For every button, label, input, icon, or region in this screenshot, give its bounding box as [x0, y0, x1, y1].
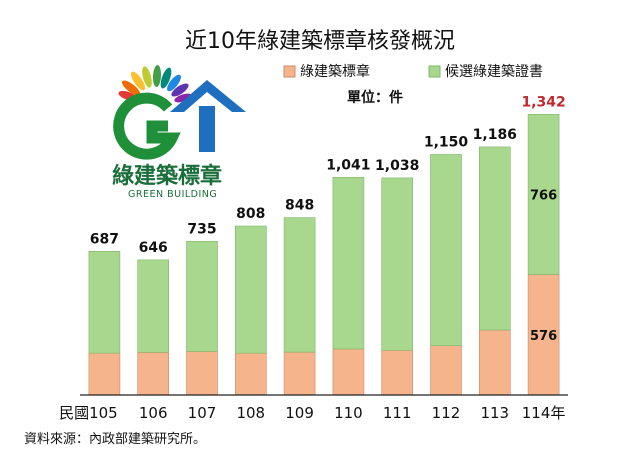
legend-label-candidate: 候選綠建築證書: [445, 63, 543, 80]
logo-name-zh: 綠建築標章: [112, 163, 222, 189]
bar-label-107: [186, 351, 218, 396]
total-label-111: 1,038: [375, 158, 419, 174]
bar-label-105: [88, 352, 121, 396]
legend-swatch-label: [283, 65, 296, 78]
x-axis-ticks: 民國105 106 107 108 109 110 111 112 113 114年: [59, 404, 565, 422]
plot-area: 687 646 735 808 848 1,041 1,038 1,150 1,186 1,342…: [88, 94, 566, 396]
chart-title: 近10年綠建築標章核發概況: [185, 29, 455, 54]
inner-label-candidate-114: 766: [530, 188, 557, 203]
green-building-logo: 綠建築標章 GREEN BUILDING: [112, 65, 246, 200]
total-label-105: 687: [90, 231, 119, 247]
bar-label-112: [430, 345, 462, 396]
total-label-113: 1,186: [473, 127, 517, 143]
legend-label-label: 綠建築標章: [300, 63, 370, 80]
bar-candidate-108: [235, 225, 267, 354]
bar-label-108: [235, 352, 267, 396]
bar-label-110: [332, 348, 365, 396]
x-tick-105: 民國105: [59, 404, 118, 422]
x-tick-112: 112: [432, 404, 461, 422]
x-tick-111: 111: [383, 404, 412, 422]
total-label-112: 1,150: [424, 134, 469, 150]
bar-label-111: [381, 349, 414, 396]
bar-label-109: [283, 351, 316, 396]
total-label-106: 646: [139, 240, 168, 256]
bar-candidate-111: [381, 177, 414, 351]
logo-g-letter-icon: [113, 92, 181, 160]
legend: 綠建築標章 候選綠建築證書: [283, 63, 543, 80]
inner-label-label-114: 576: [530, 329, 557, 344]
total-label-109: 848: [285, 198, 314, 214]
x-tick-113: 113: [480, 404, 509, 422]
logo-roof-icon: [170, 80, 246, 112]
bar-label-106: [137, 352, 169, 396]
x-tick-114: 114年: [522, 404, 566, 422]
x-tick-106: 106: [139, 404, 168, 422]
bar-candidate-107: [186, 240, 218, 352]
legend-swatch-candidate: [428, 65, 441, 78]
source-note: 資料來源：內政部建築研究所。: [24, 432, 206, 447]
bar-label-114: [527, 274, 560, 396]
bar-candidate-105: [88, 251, 121, 354]
total-label-114: 1,342: [521, 94, 565, 110]
bar-label-113: [478, 329, 511, 396]
bar-candidate-110: [332, 176, 365, 350]
x-tick-108: 108: [236, 404, 265, 422]
bar-candidate-112: [430, 154, 462, 346]
x-tick-110: 110: [334, 404, 363, 422]
total-label-110: 1,041: [326, 157, 370, 173]
bar-candidate-106: [137, 259, 169, 353]
x-tick-109: 109: [285, 404, 314, 422]
total-label-108: 808: [236, 206, 265, 222]
bar-candidate-109: [283, 217, 316, 353]
unit-label: 單位：件: [347, 89, 403, 106]
x-tick-107: 107: [188, 404, 217, 422]
logo-t-stem-icon: [199, 106, 215, 152]
bar-candidate-114: [527, 114, 560, 275]
bar-candidate-113: [478, 146, 511, 331]
total-label-107: 735: [187, 221, 216, 237]
logo-name-en: GREEN BUILDING: [128, 189, 217, 200]
logo-petals-icon: [118, 65, 192, 103]
